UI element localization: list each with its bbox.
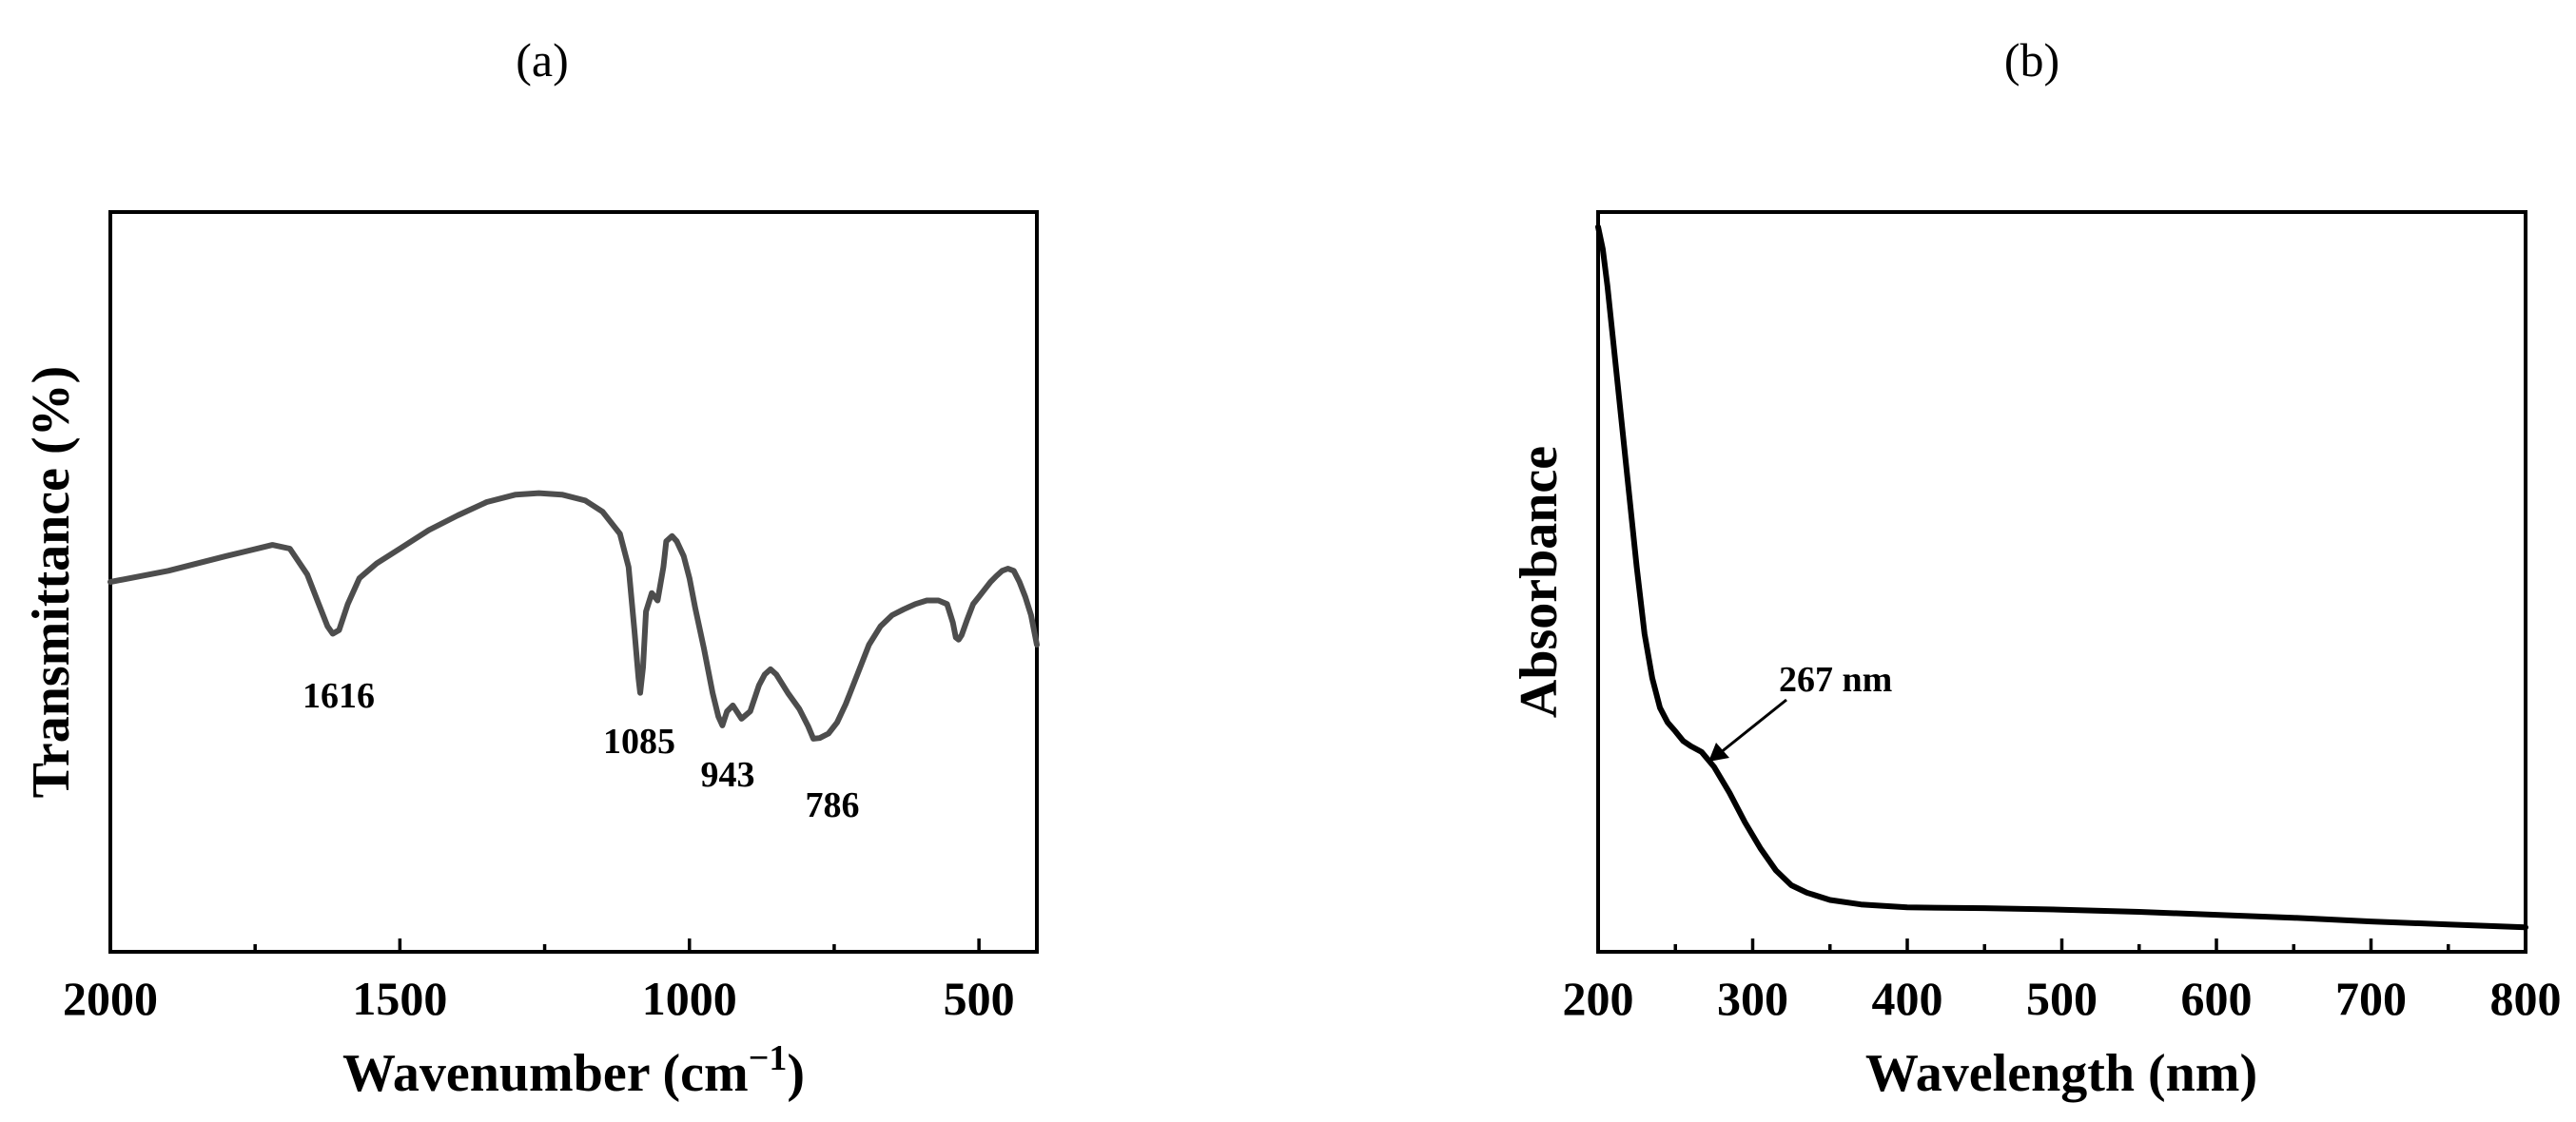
- panel-a-plot-frame: [108, 210, 1039, 954]
- x-tick-label-500: 500: [944, 972, 1015, 1025]
- panel-a-x-axis-title-close: ): [787, 1044, 805, 1103]
- panel-a-x-axis-title-superscript: −1: [749, 1038, 788, 1078]
- panel-b-uvvis-line: [1595, 223, 2528, 931]
- panel-b-annotations: 267 nm: [1708, 660, 1892, 762]
- x-tick-label-300: 300: [1717, 972, 1788, 1025]
- panel-a-x-axis-title: Wavenumber (cm−1): [342, 1038, 805, 1103]
- panel-b-x-axis-title: Wavelength (nm): [1865, 1044, 2257, 1103]
- panel-a-ftir-chart: (a) 2000 1500 1000 500 1616 1085 943 786 Wa…: [22, 33, 1040, 1103]
- panel-b-y-axis-title: Absorbance: [1510, 446, 1569, 718]
- panel-a-x-axis-title-main: Wavenumber (cm: [342, 1044, 749, 1103]
- x-tick-label-1500: 1500: [352, 972, 447, 1025]
- panel-b-x-ticks: [1596, 938, 2527, 952]
- panel-a-label: (a): [516, 33, 569, 87]
- panel-a-ftir-line: [107, 490, 1040, 742]
- panel-b-plot-frame: [1596, 210, 2527, 954]
- panel-b-x-tick-labels: 200 300 400 500 600 700 800: [1563, 972, 2562, 1025]
- x-tick-label-500: 500: [2026, 972, 2098, 1025]
- x-tick-label-200: 200: [1563, 972, 1634, 1025]
- panel-a-annotations: 1616 1085 943 786: [302, 676, 860, 825]
- annotation-1085: 1085: [603, 722, 675, 762]
- x-tick-label-800: 800: [2490, 972, 2562, 1025]
- annotation-943: 943: [701, 755, 755, 795]
- annotation-786: 786: [806, 785, 860, 825]
- annotation-1616: 1616: [302, 676, 375, 716]
- x-tick-label-700: 700: [2335, 972, 2407, 1025]
- annotation-arrow-head: [1708, 743, 1729, 762]
- x-tick-label-2000: 2000: [63, 972, 158, 1025]
- x-tick-label-600: 600: [2181, 972, 2253, 1025]
- panel-a-x-ticks: [108, 938, 981, 952]
- x-tick-label-400: 400: [1872, 972, 1943, 1025]
- panel-a-y-axis-title: Transmittance (%): [22, 366, 81, 799]
- annotation-267-nm: 267 nm: [1779, 660, 1892, 700]
- panel-b-label: (b): [2004, 33, 2059, 87]
- panel-b-uvvis-chart: (b) 200 300 400 500 600 700 800 267 nm Wavelen…: [1510, 33, 2562, 1103]
- panel-a-x-tick-labels: 2000 1500 1000 500: [63, 972, 1015, 1025]
- x-tick-label-1000: 1000: [642, 972, 737, 1025]
- annotation-arrow-shaft: [1719, 698, 1787, 755]
